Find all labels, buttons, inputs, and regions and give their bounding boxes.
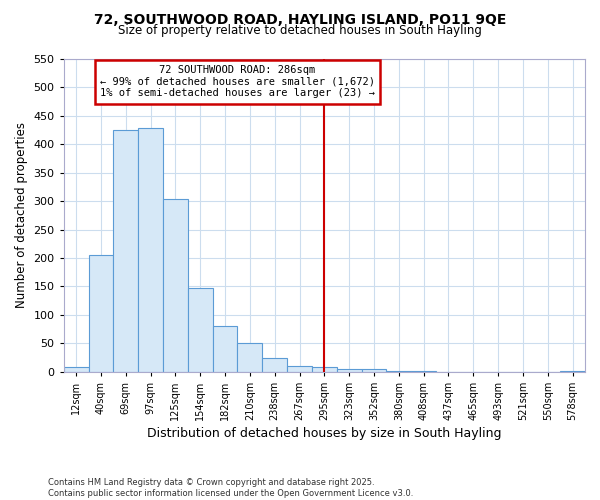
Text: 72, SOUTHWOOD ROAD, HAYLING ISLAND, PO11 9QE: 72, SOUTHWOOD ROAD, HAYLING ISLAND, PO11…	[94, 12, 506, 26]
X-axis label: Distribution of detached houses by size in South Hayling: Distribution of detached houses by size …	[147, 427, 502, 440]
Bar	[386, 370, 411, 372]
Bar	[560, 370, 585, 372]
Bar	[262, 358, 287, 372]
Text: 72 SOUTHWOOD ROAD: 286sqm
← 99% of detached houses are smaller (1,672)
1% of sem: 72 SOUTHWOOD ROAD: 286sqm ← 99% of detac…	[100, 66, 375, 98]
Text: Contains HM Land Registry data © Crown copyright and database right 2025.
Contai: Contains HM Land Registry data © Crown c…	[48, 478, 413, 498]
Bar	[138, 128, 163, 372]
Y-axis label: Number of detached properties: Number of detached properties	[15, 122, 28, 308]
Bar	[238, 343, 262, 372]
Bar	[188, 288, 212, 372]
Bar	[362, 370, 386, 372]
Bar	[89, 255, 113, 372]
Bar	[113, 130, 138, 372]
Bar	[163, 200, 188, 372]
Text: Size of property relative to detached houses in South Hayling: Size of property relative to detached ho…	[118, 24, 482, 37]
Bar	[411, 371, 436, 372]
Bar	[212, 326, 238, 372]
Bar	[312, 367, 337, 372]
Bar	[64, 367, 89, 372]
Bar	[337, 369, 362, 372]
Bar	[287, 366, 312, 372]
